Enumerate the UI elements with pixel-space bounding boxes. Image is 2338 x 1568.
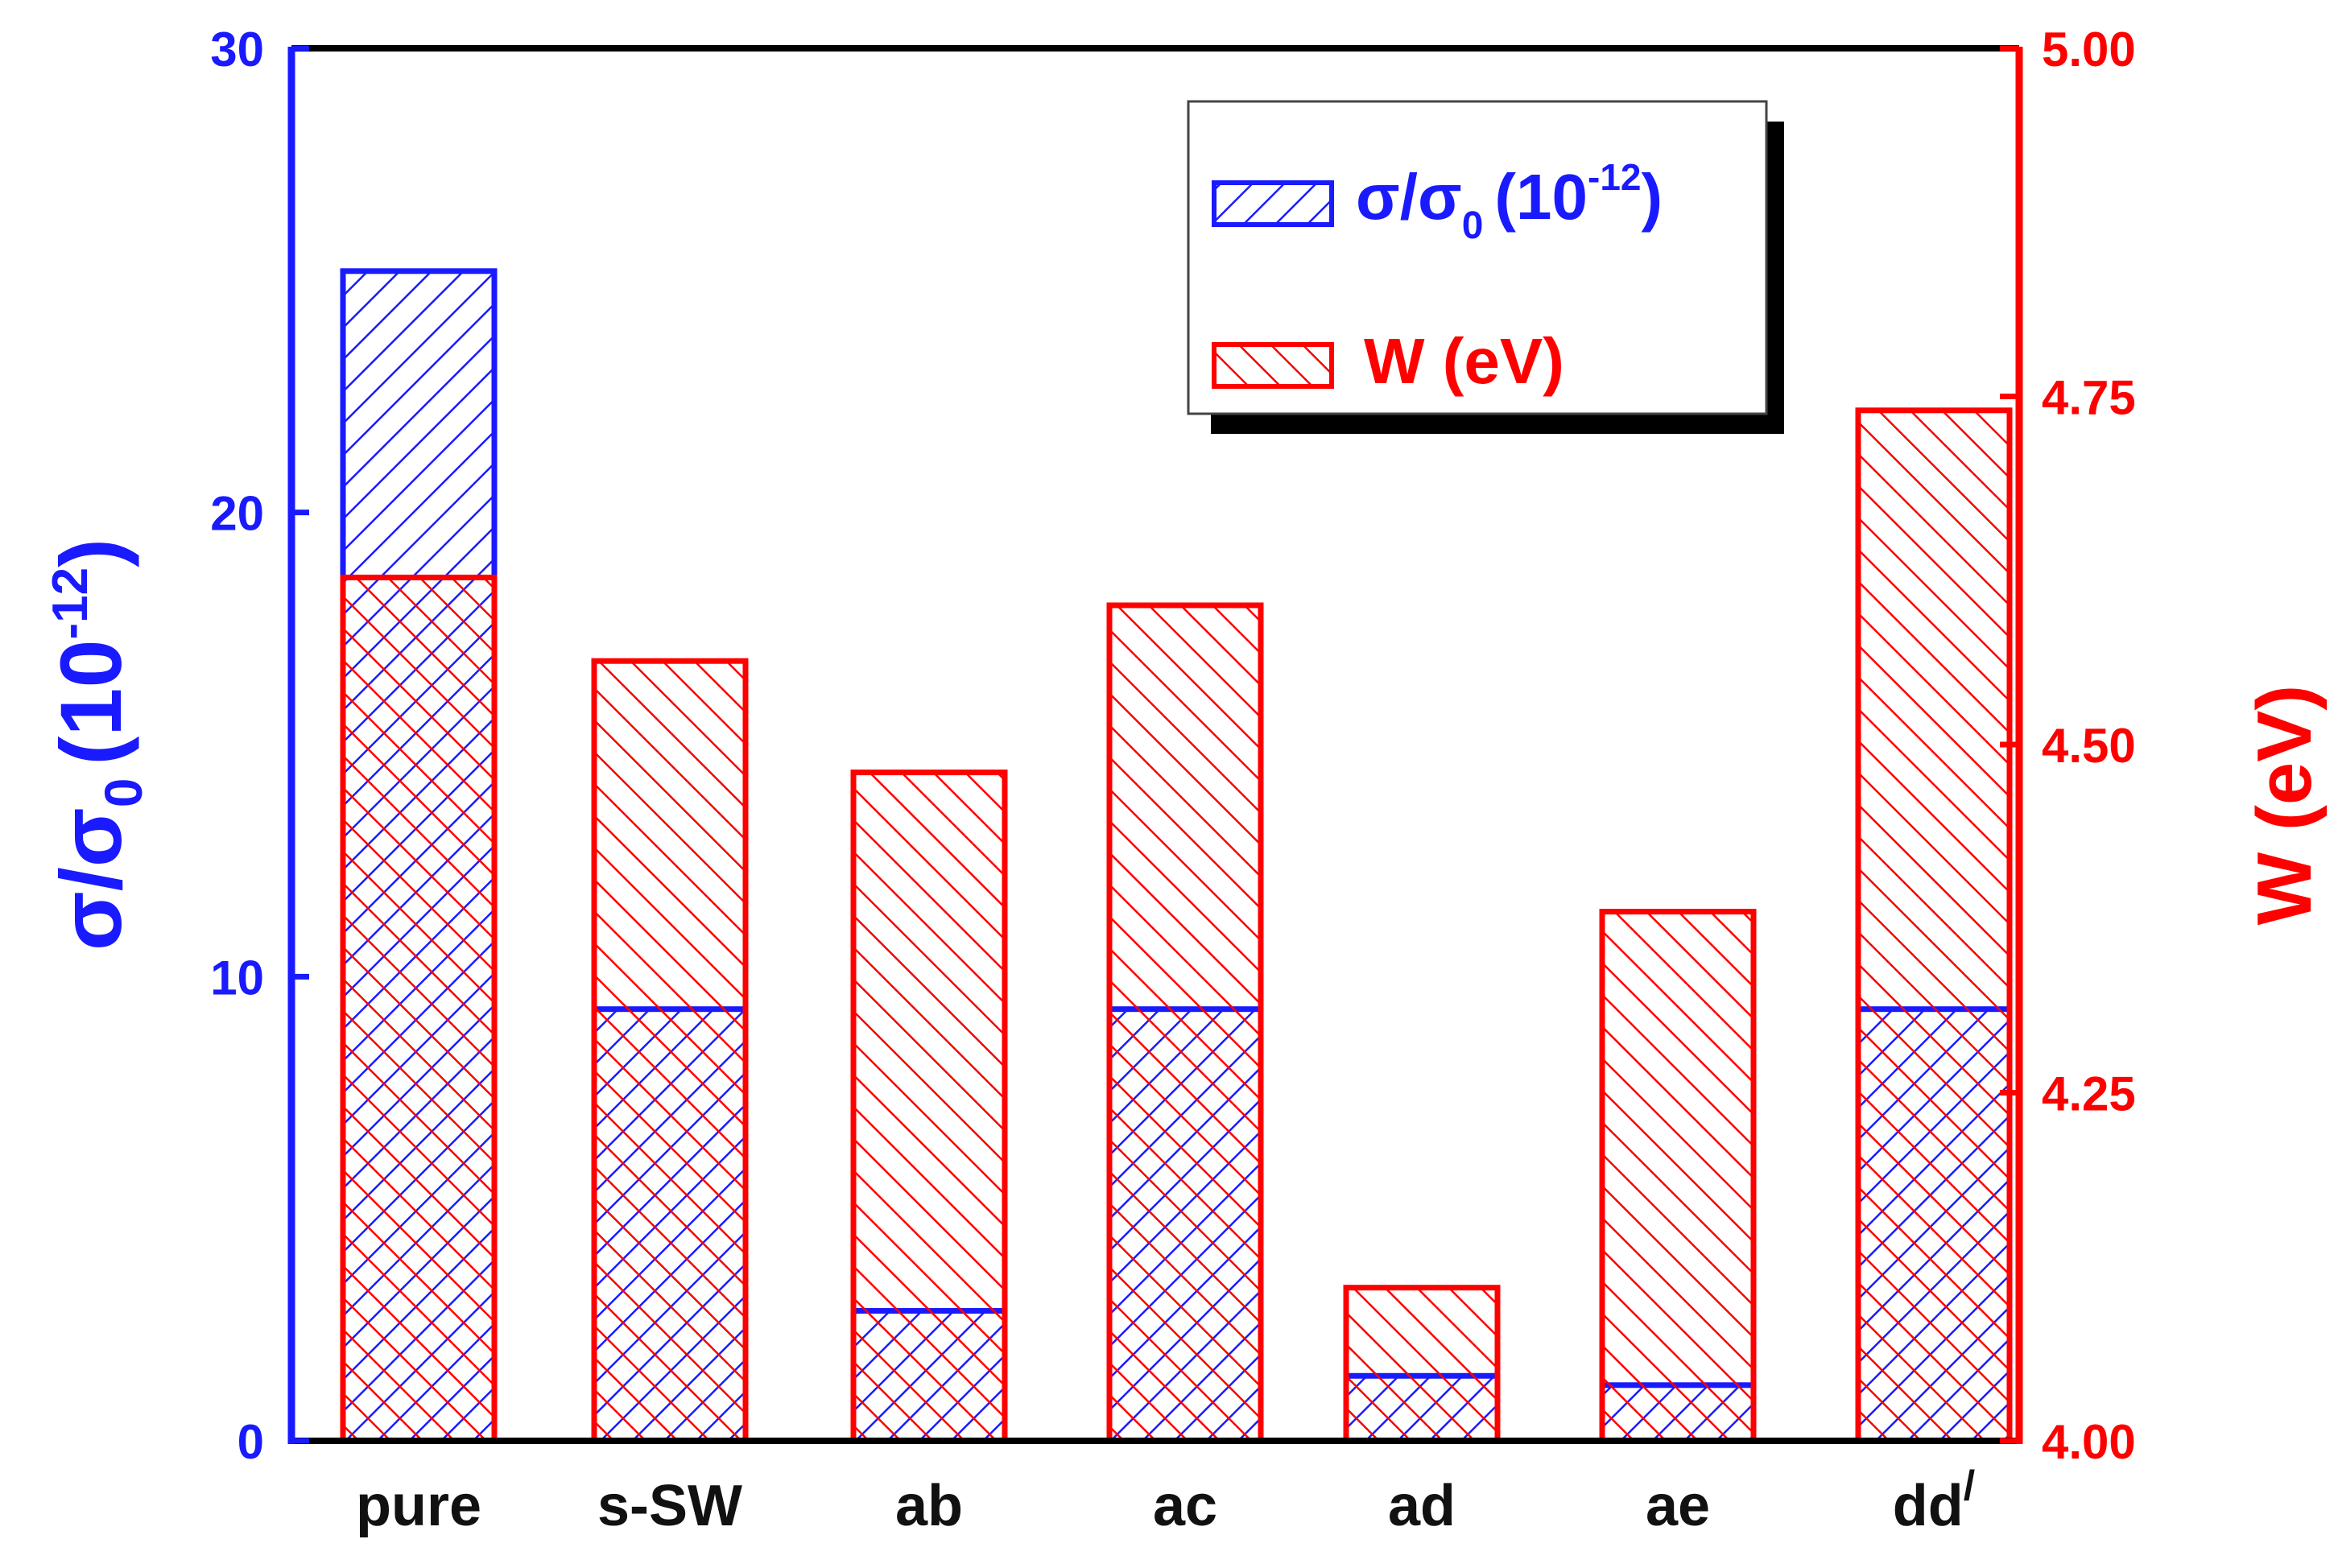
left-tick-label: 0 [238, 1415, 264, 1469]
legend-swatch-sigma [1212, 180, 1334, 227]
legend: σ/σ0 (10-12) W (eV) [1187, 100, 1784, 434]
bar-w-ab [850, 770, 1008, 1444]
right-tick-label: 4.75 [2042, 371, 2136, 425]
legend-sigma-main: σ/σ [1356, 161, 1462, 233]
right-axis-ticks: 4.00 4.25 4.50 4.75 5.00 [2000, 23, 2136, 1469]
legend-sigma-sub: 0 [1462, 204, 1484, 247]
category-labels: pure s-SW ab ac ad ae dd/ [356, 1463, 1975, 1538]
left-axis-title-close: ) [42, 538, 139, 567]
left-axis-title: σ/σ0 (10-12) [42, 538, 153, 951]
left-tick-label: 20 [210, 487, 264, 541]
left-axis-title-exp: -12 [43, 567, 98, 640]
legend-sigma-close: ) [1642, 161, 1663, 233]
legend-swatch-w [1212, 342, 1334, 389]
right-axis-title: W (eV) [2241, 685, 2328, 926]
right-tick-label: 4.25 [2042, 1067, 2136, 1121]
bar-w-ac [1106, 602, 1264, 1444]
bar-w-s-SW [591, 658, 749, 1444]
left-axis-ticks: 0 10 20 30 [210, 23, 309, 1469]
right-tick-label: 4.00 [2042, 1415, 2136, 1469]
right-tick-label: 4.50 [2042, 719, 2136, 773]
left-tick-label: 30 [210, 23, 264, 76]
bar-w-ad [1343, 1285, 1501, 1444]
series-w-bars [340, 407, 2013, 1444]
left-tick-label: 10 [210, 951, 264, 1005]
category-label-ab: ab [895, 1474, 963, 1538]
left-axis-title-base: (10 [42, 639, 139, 765]
category-label-ae: ae [1646, 1474, 1710, 1538]
category-label-dd: dd/ [1893, 1463, 1975, 1538]
legend-sigma-base: (10 [1494, 161, 1588, 233]
right-tick-label: 5.00 [2042, 23, 2136, 76]
legend-label-w: W (eV) [1364, 325, 1564, 397]
category-label-suffix: / [1964, 1463, 1975, 1509]
bar-w-pure [340, 574, 498, 1444]
legend-sigma-exp: -12 [1588, 156, 1641, 198]
category-label-ac: ac [1153, 1474, 1217, 1538]
category-label-s-SW: s-SW [597, 1474, 742, 1538]
left-axis-title-sub: 0 [93, 778, 153, 808]
category-label-ad: ad [1388, 1474, 1456, 1538]
bar-w-dd [1855, 407, 2013, 1444]
category-label-pure: pure [356, 1474, 481, 1538]
left-axis-title-main: σ/σ [42, 807, 139, 951]
legend-label-sigma: σ/σ0 (10-12) [1356, 156, 1663, 247]
bar-w-ae [1599, 909, 1757, 1444]
